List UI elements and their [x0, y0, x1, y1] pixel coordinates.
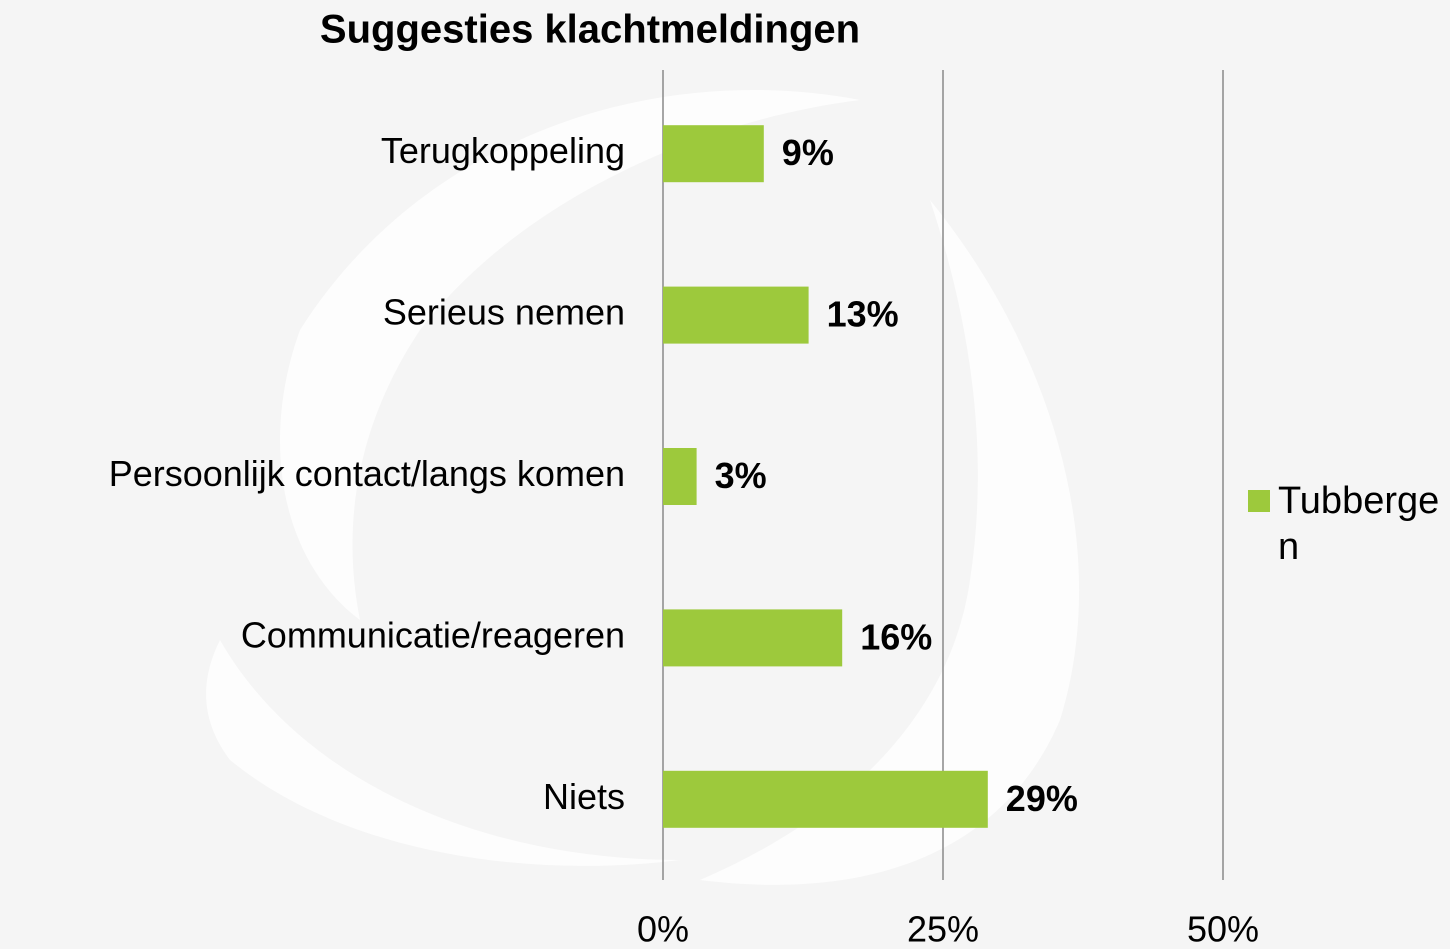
y-tick-label: Terugkoppeling [381, 130, 625, 171]
legend: Tubbergen [1248, 478, 1443, 570]
bar [663, 286, 809, 344]
y-tick-label: Niets [543, 776, 625, 817]
legend-swatch [1248, 490, 1270, 512]
chart-title: Suggesties klachtmeldingen [320, 8, 860, 52]
y-tick-label: Serieus nemen [383, 292, 625, 333]
x-tick-label: 50% [1187, 909, 1259, 949]
data-label: 9% [782, 132, 834, 173]
bar [663, 609, 843, 667]
background-decoration [206, 89, 1080, 885]
x-tick-label: 25% [907, 909, 979, 949]
data-label: 3% [715, 455, 767, 496]
x-tick-label: 0% [637, 909, 689, 949]
bar [663, 770, 988, 828]
bar [663, 448, 697, 505]
legend-label: Tubbergen [1278, 480, 1440, 568]
y-tick-label: Communicatie/reageren [241, 614, 625, 655]
bar [663, 125, 764, 183]
data-label: 13% [827, 294, 899, 335]
y-tick-label: Persoonlijk contact/langs komen [109, 453, 625, 494]
data-label: 29% [1006, 778, 1078, 819]
data-label: 16% [860, 616, 932, 657]
